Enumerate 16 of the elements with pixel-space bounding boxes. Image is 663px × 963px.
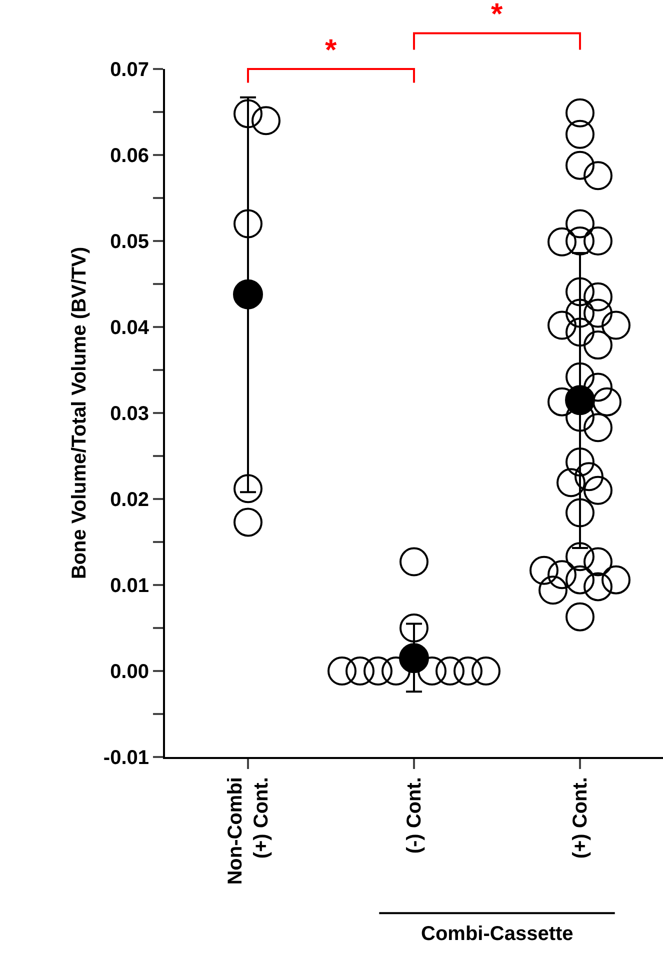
text: * bbox=[325, 34, 337, 67]
y-axis-title: Bone Volume/Total Volume (BV/TV) bbox=[68, 246, 90, 580]
y-tick-label: 0.03 bbox=[110, 403, 149, 425]
y-tick-label: 0.01 bbox=[110, 575, 149, 597]
y-tick-label: 0.02 bbox=[110, 489, 149, 511]
x-tick-label: (-) Cont. bbox=[404, 777, 426, 854]
y-tick-label: 0.05 bbox=[110, 231, 149, 253]
x-tick-label: Non-Combi (+) Cont. bbox=[224, 777, 272, 885]
y-tick-label: 0.00 bbox=[110, 661, 149, 683]
text: * bbox=[491, 0, 503, 31]
y-tick-label: 0.06 bbox=[110, 145, 149, 167]
y-tick-label: -0.01 bbox=[103, 747, 149, 769]
x-tick-label: (+) Cont. bbox=[570, 777, 592, 859]
y-tick-label: 0.07 bbox=[110, 59, 149, 81]
text: Combi-Cassette bbox=[421, 923, 574, 945]
y-tick-label: 0.04 bbox=[110, 317, 150, 339]
